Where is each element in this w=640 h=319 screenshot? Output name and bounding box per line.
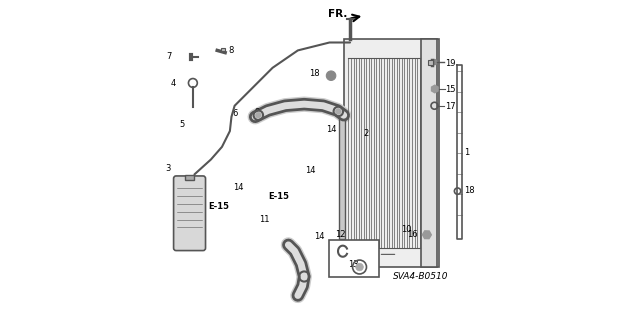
Text: SVA4-B0510: SVA4-B0510 <box>394 272 449 281</box>
Text: 16: 16 <box>408 230 418 239</box>
Bar <box>428 60 433 65</box>
Text: 19: 19 <box>445 59 456 68</box>
Circle shape <box>356 263 364 271</box>
Bar <box>330 240 378 277</box>
FancyBboxPatch shape <box>173 176 205 250</box>
Text: 10: 10 <box>401 225 412 234</box>
Text: 9: 9 <box>254 108 259 117</box>
Circle shape <box>432 60 437 65</box>
Text: 11: 11 <box>259 215 269 224</box>
Text: 5: 5 <box>180 120 185 129</box>
Text: 18: 18 <box>308 69 319 78</box>
Text: 12: 12 <box>335 230 345 239</box>
Circle shape <box>255 112 261 118</box>
Text: 7: 7 <box>166 52 172 61</box>
Text: 15: 15 <box>445 85 456 94</box>
Text: 14: 14 <box>326 125 337 134</box>
Text: 6: 6 <box>232 109 237 118</box>
Text: 14: 14 <box>314 233 324 241</box>
Text: 1: 1 <box>465 148 470 157</box>
Bar <box>339 112 345 239</box>
Text: E-15: E-15 <box>268 192 289 201</box>
Bar <box>421 39 437 267</box>
Bar <box>344 39 438 267</box>
Text: FR.: FR. <box>328 9 347 19</box>
Text: 17: 17 <box>445 102 456 111</box>
Text: 4: 4 <box>171 79 176 88</box>
Text: 2: 2 <box>364 129 369 138</box>
Text: 14: 14 <box>305 166 316 175</box>
Text: 3: 3 <box>165 165 171 174</box>
Text: 14: 14 <box>233 183 243 192</box>
Circle shape <box>326 71 336 80</box>
Bar <box>185 175 194 180</box>
Bar <box>221 48 225 51</box>
Text: E-15: E-15 <box>209 202 230 211</box>
Text: 18: 18 <box>465 186 475 195</box>
Text: 13: 13 <box>348 260 359 269</box>
Text: 8: 8 <box>228 46 234 55</box>
Circle shape <box>335 108 341 114</box>
